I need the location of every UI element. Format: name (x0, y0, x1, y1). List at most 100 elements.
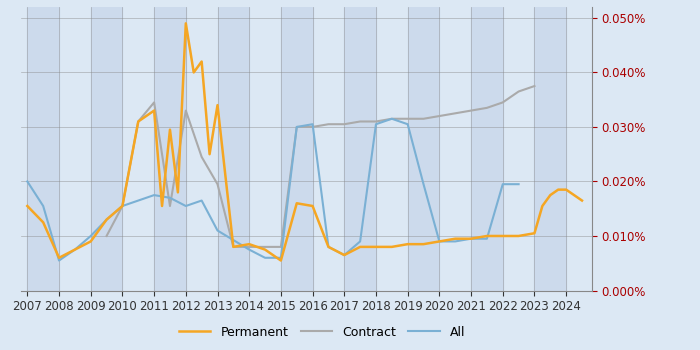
All (55, 258, 63, 262)
Permanent (498, 234, 507, 238)
All (134, 198, 143, 203)
Contract (531, 84, 539, 88)
Contract (214, 182, 222, 186)
All (388, 117, 396, 121)
All (118, 204, 127, 208)
Permanent (388, 245, 396, 249)
Permanent (483, 234, 491, 238)
All (214, 229, 222, 233)
Bar (471, 7, 503, 290)
Contract (451, 111, 459, 116)
Contract (245, 245, 253, 249)
Permanent (293, 201, 301, 205)
Permanent (261, 247, 270, 252)
Contract (419, 117, 428, 121)
Permanent (531, 231, 539, 235)
Permanent (166, 127, 174, 132)
Permanent (23, 204, 32, 208)
All (87, 234, 95, 238)
Permanent (562, 188, 570, 192)
All (451, 239, 459, 244)
Contract (435, 114, 444, 118)
Contract (340, 122, 349, 126)
Contract (102, 234, 111, 238)
Contract (276, 245, 285, 249)
Permanent (150, 108, 158, 113)
All (166, 196, 174, 200)
Permanent (340, 253, 349, 257)
Permanent (197, 60, 206, 64)
Contract (388, 117, 396, 121)
Permanent (174, 190, 182, 195)
All (340, 253, 349, 257)
Permanent (578, 198, 586, 203)
Contract (150, 100, 158, 105)
Permanent (229, 245, 237, 249)
Bar (535, 7, 566, 290)
Permanent (514, 234, 523, 238)
Permanent (87, 239, 95, 244)
All (23, 179, 32, 183)
Line: Contract: Contract (106, 86, 535, 247)
Contract (324, 122, 332, 126)
Permanent (538, 204, 547, 208)
Bar (91, 7, 122, 290)
Contract (498, 100, 507, 105)
Permanent (467, 237, 475, 241)
Permanent (39, 220, 48, 224)
Legend: Permanent, Contract, All: Permanent, Contract, All (174, 321, 470, 344)
Bar (344, 7, 376, 290)
Contract (261, 245, 270, 249)
Bar (27, 7, 59, 290)
All (356, 239, 364, 244)
All (467, 237, 475, 241)
Permanent (451, 237, 459, 241)
All (498, 182, 507, 186)
Contract (403, 117, 412, 121)
All (71, 247, 79, 252)
Contract (293, 125, 301, 129)
Bar (281, 7, 313, 290)
All (293, 125, 301, 129)
Contract (309, 125, 317, 129)
Permanent (245, 242, 253, 246)
All (419, 182, 428, 186)
Permanent (190, 70, 198, 75)
Permanent (403, 242, 412, 246)
All (261, 256, 270, 260)
Permanent (71, 247, 79, 252)
Contract (229, 245, 237, 249)
Contract (181, 108, 190, 113)
Permanent (118, 204, 127, 208)
All (435, 239, 444, 244)
Permanent (372, 245, 380, 249)
Contract (372, 119, 380, 124)
Contract (118, 204, 127, 208)
Contract (134, 119, 143, 124)
All (483, 237, 491, 241)
Line: Permanent: Permanent (27, 23, 582, 260)
Bar (218, 7, 249, 290)
All (514, 182, 523, 186)
All (150, 193, 158, 197)
Permanent (356, 245, 364, 249)
Permanent (546, 193, 554, 197)
Permanent (309, 204, 317, 208)
Contract (356, 119, 364, 124)
Bar (154, 7, 186, 290)
Contract (483, 106, 491, 110)
Line: All: All (27, 119, 519, 260)
Permanent (554, 188, 562, 192)
All (403, 122, 412, 126)
Permanent (276, 258, 285, 262)
Contract (467, 108, 475, 113)
Permanent (214, 103, 222, 107)
Permanent (205, 152, 214, 156)
All (276, 256, 285, 260)
Contract (514, 89, 523, 93)
Permanent (55, 256, 63, 260)
Permanent (102, 217, 111, 222)
All (372, 122, 380, 126)
All (245, 247, 253, 252)
All (39, 204, 48, 208)
